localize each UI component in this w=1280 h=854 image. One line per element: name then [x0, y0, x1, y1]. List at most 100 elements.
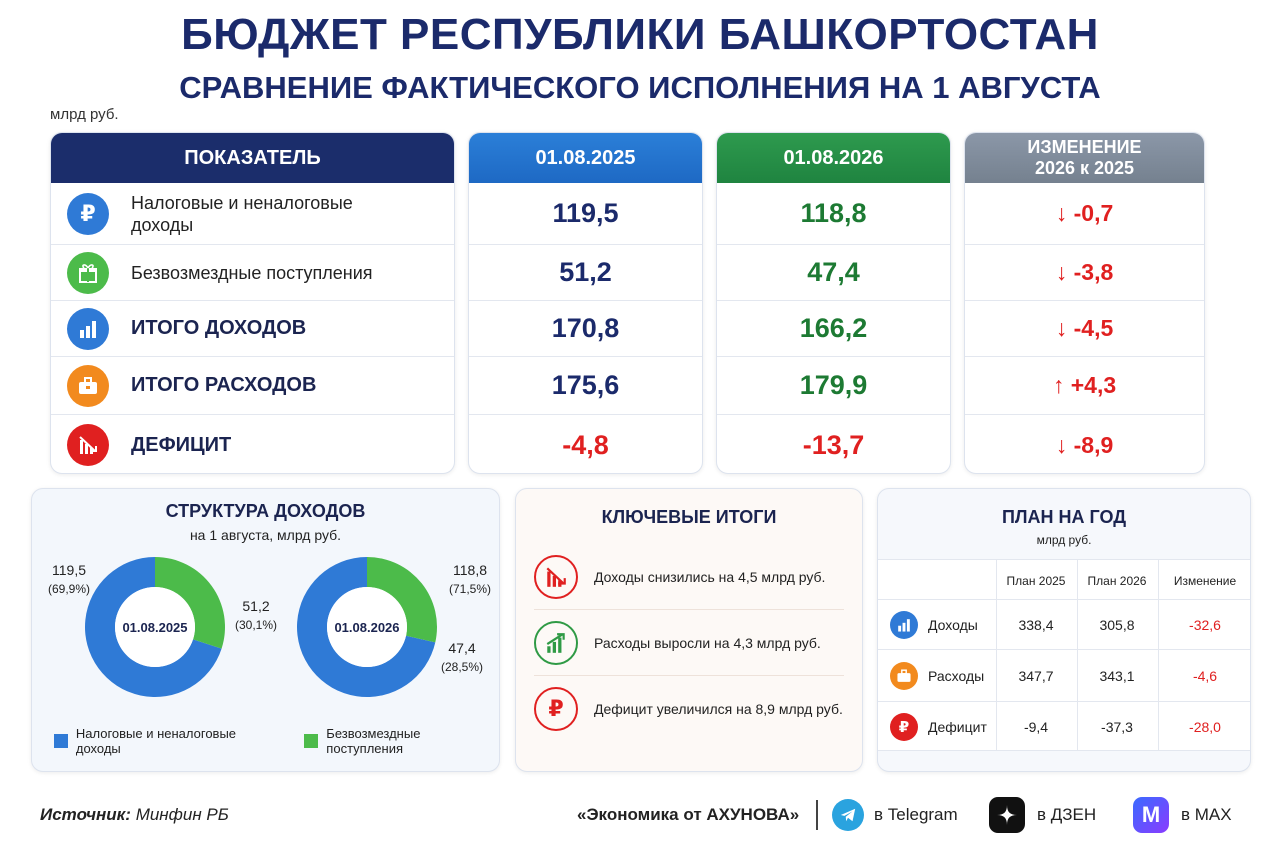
legend: Налоговые и неналоговые доходы Безвозмез… — [54, 726, 499, 756]
declining-chart-icon — [534, 554, 578, 599]
plan-table: План 2025 План 2026 Изменение Доходы 338… — [878, 559, 1250, 751]
header-change: ИЗМЕНЕНИЕ 2026 к 2025 — [965, 133, 1204, 183]
structure-panel: СТРУКТУРА ДОХОДОВ на 1 августа, млрд руб… — [31, 488, 500, 772]
header-2025: 01.08.2025 — [469, 133, 702, 183]
list-item: Расходы выросли на 4,3 млрд руб. — [534, 610, 844, 676]
legend-label-free: Безвозмездные поступления — [326, 726, 421, 756]
donut-percent-label: (69,9%) — [48, 582, 90, 596]
donut-slice-free — [155, 557, 225, 649]
telegram-icon — [832, 799, 864, 831]
plan-row-label: Доходы — [928, 617, 978, 633]
column-change: ИЗМЕНЕНИЕ 2026 к 2025 ↓ -0,7 ↓ -3,8 ↓ -4… — [964, 132, 1205, 474]
gift-icon — [67, 251, 109, 294]
donut-percent-label: (30,1%) — [235, 618, 277, 632]
key-results-panel: КЛЮЧЕВЫЕ ИТОГИ Доходы снизились на 4,5 м… — [515, 488, 863, 772]
key-item-text: Расходы выросли на 4,3 млрд руб. — [594, 634, 821, 651]
plan-col-change: Изменение — [1173, 574, 1237, 588]
plan-title: ПЛАН НА ГОД — [1001, 507, 1127, 527]
plan-change: -4,6 — [1192, 668, 1218, 684]
arrow-down-icon: ↓ — [1055, 200, 1074, 226]
source: Источник: Минфин РБ — [40, 805, 229, 824]
legend-swatch-tax — [54, 734, 68, 748]
ruble-icon: ₽ — [534, 687, 578, 731]
plan-value: -37,3 — [1101, 719, 1133, 735]
declining-chart-icon — [67, 424, 109, 466]
donut-slice-tax — [297, 557, 436, 697]
briefcase-icon — [890, 662, 918, 690]
change-cell: -4,5 — [1073, 315, 1114, 341]
header-2026: 01.08.2026 — [717, 133, 950, 183]
plan-row-label: Дефицит — [928, 719, 987, 735]
row-label: ДЕФИЦИТ — [131, 433, 232, 456]
plan-value: 305,8 — [1099, 617, 1135, 633]
bar-chart-icon — [890, 611, 918, 639]
plan-value: 338,4 — [1018, 617, 1054, 633]
plan-value: 347,7 — [1018, 668, 1054, 684]
table-row: Безвозмездные поступления — [51, 245, 454, 301]
value-cell: 175,6 — [551, 370, 620, 400]
structure-title: СТРУКТУРА ДОХОДОВ — [165, 501, 366, 521]
bar-chart-icon — [67, 307, 109, 350]
value-cell: -4,8 — [562, 429, 609, 460]
column-2026: 01.08.2026 118,8 47,4 166,2 179,9 -13,7 — [716, 132, 951, 474]
indicator-header: ПОКАЗАТЕЛЬ — [51, 133, 454, 183]
change-cell: -8,9 — [1073, 431, 1114, 458]
table-row: ИТОГО РАСХОДОВ — [51, 357, 454, 415]
table-row: ИТОГО ДОХОДОВ — [51, 301, 454, 357]
ruble-icon: ₽ — [67, 192, 109, 235]
table-row: ДЕФИЦИТ — [51, 415, 454, 473]
donut-value-label: 51,2 — [242, 598, 269, 614]
value-cell: 179,9 — [799, 370, 868, 400]
table-row: Доходы 338,4 305,8 -32,6 — [878, 600, 1250, 650]
change-cell: -0,7 — [1073, 200, 1114, 226]
donut-charts: 01.08.2025 01.08.2026 119,5 (69,9%) 51,2 (30,… — [48, 557, 491, 697]
donut-value-label: 119,5 — [52, 562, 86, 578]
table-row: Расходы 347,7 343,1 -4,6 — [878, 650, 1250, 702]
legend-swatch-free — [304, 734, 319, 748]
value-cell: 119,5 — [552, 198, 619, 228]
plan-col-2026: План 2026 — [1087, 574, 1147, 588]
value-cell: 166,2 — [799, 313, 868, 343]
max-link[interactable]: M в MAX — [1133, 797, 1232, 833]
row-label: ИТОГО ДОХОДОВ — [131, 317, 307, 339]
donut-value-label: 47,4 — [448, 640, 475, 656]
structure-subtitle: на 1 августа, млрд руб. — [189, 527, 342, 543]
key-item-text: Доходы снизились на 4,5 млрд руб. — [594, 568, 826, 585]
key-title: КЛЮЧЕВЫЕ ИТОГИ — [601, 507, 777, 527]
plan-panel: ПЛАН НА ГОД млрд руб. План 2025 План 202… — [877, 488, 1251, 772]
row-label: ИТОГО РАСХОДОВ — [131, 374, 317, 396]
page-subtitle: СРАВНЕНИЕ ФАКТИЧЕСКОГО ИСПОЛНЕНИЯ НА 1 А… — [179, 70, 1101, 105]
ruble-icon: ₽ — [890, 713, 918, 741]
telegram-link[interactable]: в Telegram — [832, 799, 958, 831]
brand-name: «Экономика от АХУНОВА» — [577, 805, 800, 824]
donut-slice-free — [367, 557, 437, 643]
donut-percent-label: (28,5%) — [441, 660, 483, 674]
dzen-link[interactable]: в ДЗЕН — [989, 797, 1096, 833]
plan-change: -28,0 — [1189, 719, 1221, 735]
max-icon: M — [1133, 797, 1169, 833]
row-label: Налоговые и неналоговые доходы — [131, 192, 353, 235]
plan-change: -32,6 — [1189, 617, 1221, 633]
value-cell: 118,8 — [800, 198, 867, 228]
donut-slice-tax — [85, 557, 222, 697]
donut-hole — [115, 587, 195, 667]
plan-header-row: План 2025 План 2026 Изменение — [878, 560, 1250, 600]
value-cell: 47,4 — [807, 257, 860, 287]
value-cell: -13,7 — [802, 429, 865, 460]
arrow-down-icon: ↓ — [1055, 431, 1074, 458]
list-item: ₽ Дефицит увеличился на 8,9 млрд руб. — [534, 676, 852, 742]
value-cell: 51,2 — [559, 257, 612, 287]
donut-center-label: 01.08.2025 — [122, 620, 187, 635]
plan-row-label: Расходы — [928, 668, 985, 684]
page-title: БЮДЖЕТ РЕСПУБЛИКИ БАШКОРТОСТАН — [181, 10, 1099, 59]
donut-value-label: 118,8 — [453, 562, 487, 578]
column-2025: 01.08.2025 119,5 51,2 170,8 175,6 -4,8 — [468, 132, 703, 474]
donut-center-label: 01.08.2026 — [334, 620, 399, 635]
donut-percent-label: (71,5%) — [449, 582, 491, 596]
table-row: ₽ Налоговые и неналоговые доходы — [51, 183, 454, 245]
briefcase-icon — [67, 364, 109, 407]
rising-chart-icon — [534, 620, 578, 665]
row-label: Безвозмездные поступления — [131, 262, 373, 283]
donut-hole — [327, 587, 407, 667]
plan-value: -9,4 — [1023, 719, 1049, 735]
